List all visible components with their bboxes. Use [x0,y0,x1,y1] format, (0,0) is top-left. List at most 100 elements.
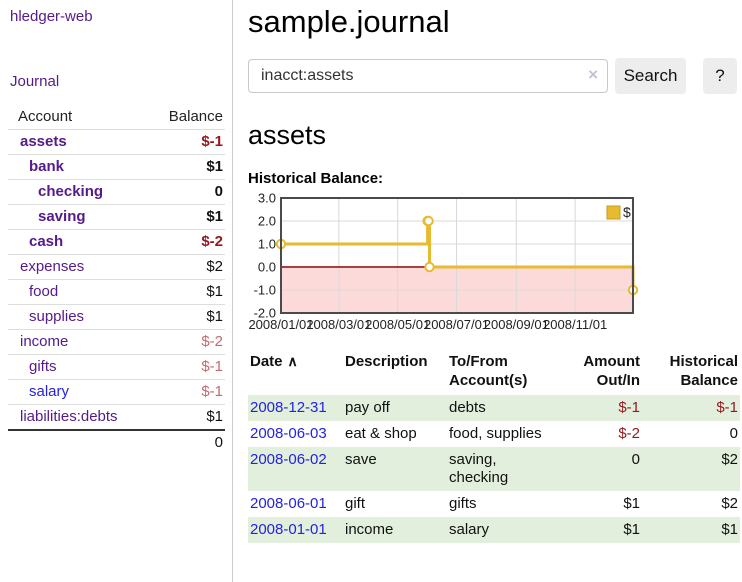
sidebar: hledger-web Journal Account Balance asse… [0,0,233,582]
app-title-link[interactable]: hledger-web [10,8,93,25]
historical-balance-chart: $3.0 2.0 1.0 0.0 -1.0 -2.02008/01/012008/03/0… [248,192,639,332]
account-link[interactable]: bank [29,158,65,175]
svg-text:3.0: 3.0 [258,192,276,206]
account-balance: $1 [206,308,223,325]
account-balance: $-1 [201,383,223,400]
svg-text:2008/01/01: 2008/01/01 [248,317,313,332]
transaction-row: 2008-01-01 income salary $1 $1 [248,517,740,543]
svg-text:2008/11/01: 2008/11/01 [543,317,607,332]
svg-text:-1.0: -1.0 [254,283,276,298]
svg-text:2008/03/01: 2008/03/01 [306,317,371,332]
account-link[interactable]: food [29,283,59,300]
account-row: assets $-1 [8,129,225,155]
account-link[interactable]: supplies [29,308,85,325]
transactions-header-row: Date ∧ Description To/From Account(s) Amo… [248,352,740,395]
svg-text:$: $ [623,204,631,220]
account-balance: $-2 [201,333,223,350]
account-link[interactable]: assets [20,133,67,150]
transaction-balance: $2 [721,451,738,468]
search-form: × Search ? [248,58,742,94]
transaction-accounts: saving, checking [449,451,509,486]
account-heading: assets [248,120,327,150]
transaction-accounts: gifts [449,495,477,512]
sidebar-item-journal[interactable]: Journal [10,73,60,90]
account-row: salary $-1 [8,379,225,405]
account-link[interactable]: expenses [20,258,85,275]
account-link[interactable]: saving [38,208,86,225]
transaction-date-link[interactable]: 2008-01-01 [250,521,327,538]
svg-text:0.0: 0.0 [258,260,276,275]
main-content: sample.journal × Search ? assets Histori… [234,0,742,582]
account-column-header: Account [18,108,73,125]
search-button[interactable]: Search [615,58,686,94]
svg-text:2008/05/01: 2008/05/01 [365,317,430,332]
transaction-amount: $1 [623,495,640,512]
account-link[interactable]: cash [29,233,64,250]
transaction-date-link[interactable]: 2008-06-01 [250,495,327,512]
date-column-header[interactable]: Date ∧ [248,352,345,395]
transaction-description: save [345,451,377,468]
transaction-balance: $-1 [716,399,738,416]
svg-text:2008/09/01: 2008/09/01 [484,317,549,332]
sort-asc-icon: ∧ [287,353,298,369]
transaction-amount: $-2 [618,425,640,442]
balance-column-header: Balance [168,108,223,125]
clear-search-icon[interactable]: × [588,65,598,84]
svg-text:1.0: 1.0 [258,237,276,252]
account-row: liabilities:debts $1 [8,404,225,431]
account-balance: $1 [206,208,223,225]
transaction-accounts: salary [449,521,490,538]
transaction-accounts: food, supplies [449,425,542,442]
account-balance: $1 [206,283,223,300]
balance-column-header-txn: Historical Balance [669,353,738,389]
account-balance: 0 [214,183,223,200]
transaction-row: 2008-12-31 pay off debts $-1 $-1 [248,395,740,421]
transaction-balance: 0 [729,425,738,442]
account-row: income $-2 [8,329,225,355]
svg-text:2.0: 2.0 [258,214,276,229]
transaction-balance: $1 [721,521,738,538]
transaction-balance: $2 [721,495,738,512]
account-balance: $-1 [201,358,223,375]
transaction-accounts: debts [449,399,486,416]
account-row: checking 0 [8,179,225,205]
account-link[interactable]: income [20,333,69,350]
transaction-date-link[interactable]: 2008-06-03 [250,425,327,442]
transaction-description: gift [345,495,366,512]
transaction-row: 2008-06-03 eat & shop food, supplies $-2… [248,421,740,447]
transaction-description: income [345,521,394,538]
account-link[interactable]: gifts [29,358,57,375]
chart-label: Historical Balance: [248,170,384,187]
transaction-description: eat & shop [345,425,417,442]
search-input[interactable] [248,59,608,93]
transaction-date-link[interactable]: 2008-06-02 [250,451,327,468]
account-row: bank $1 [8,154,225,180]
account-link[interactable]: salary [29,383,70,400]
transaction-amount: $1 [623,521,640,538]
transaction-date-link[interactable]: 2008-12-31 [250,399,327,416]
help-button[interactable]: ? [703,58,737,94]
amount-column-header: Amount Out/In [583,353,640,389]
accounts-total-row: 0 [8,430,225,455]
account-balance: $-1 [201,133,223,150]
transaction-amount: $-1 [618,399,640,416]
svg-text:-2.0: -2.0 [254,306,276,321]
account-row: expenses $2 [8,254,225,280]
page-title: sample.journal [248,4,450,39]
transaction-row: 2008-06-01 gift gifts $1 $2 [248,491,740,517]
account-balance: $2 [206,258,223,275]
account-row: saving $1 [8,204,225,230]
account-row: gifts $-1 [8,354,225,380]
description-column-header: Description [345,353,428,370]
account-link[interactable]: checking [38,183,104,200]
accounts-table-header: Account Balance [8,106,225,130]
transaction-description: pay off [345,399,390,416]
svg-text:2008/07/01: 2008/07/01 [424,317,489,332]
account-row: food $1 [8,279,225,305]
account-balance: $1 [206,408,223,425]
transaction-amount: 0 [631,451,640,468]
transactions-table: Date ∧ Description To/From Account(s) Amo… [248,352,740,543]
account-link[interactable]: liabilities:debts [20,408,118,425]
date-header-label: Date [250,353,283,370]
transaction-row: 2008-06-02 save saving, checking 0 $2 [248,447,740,491]
